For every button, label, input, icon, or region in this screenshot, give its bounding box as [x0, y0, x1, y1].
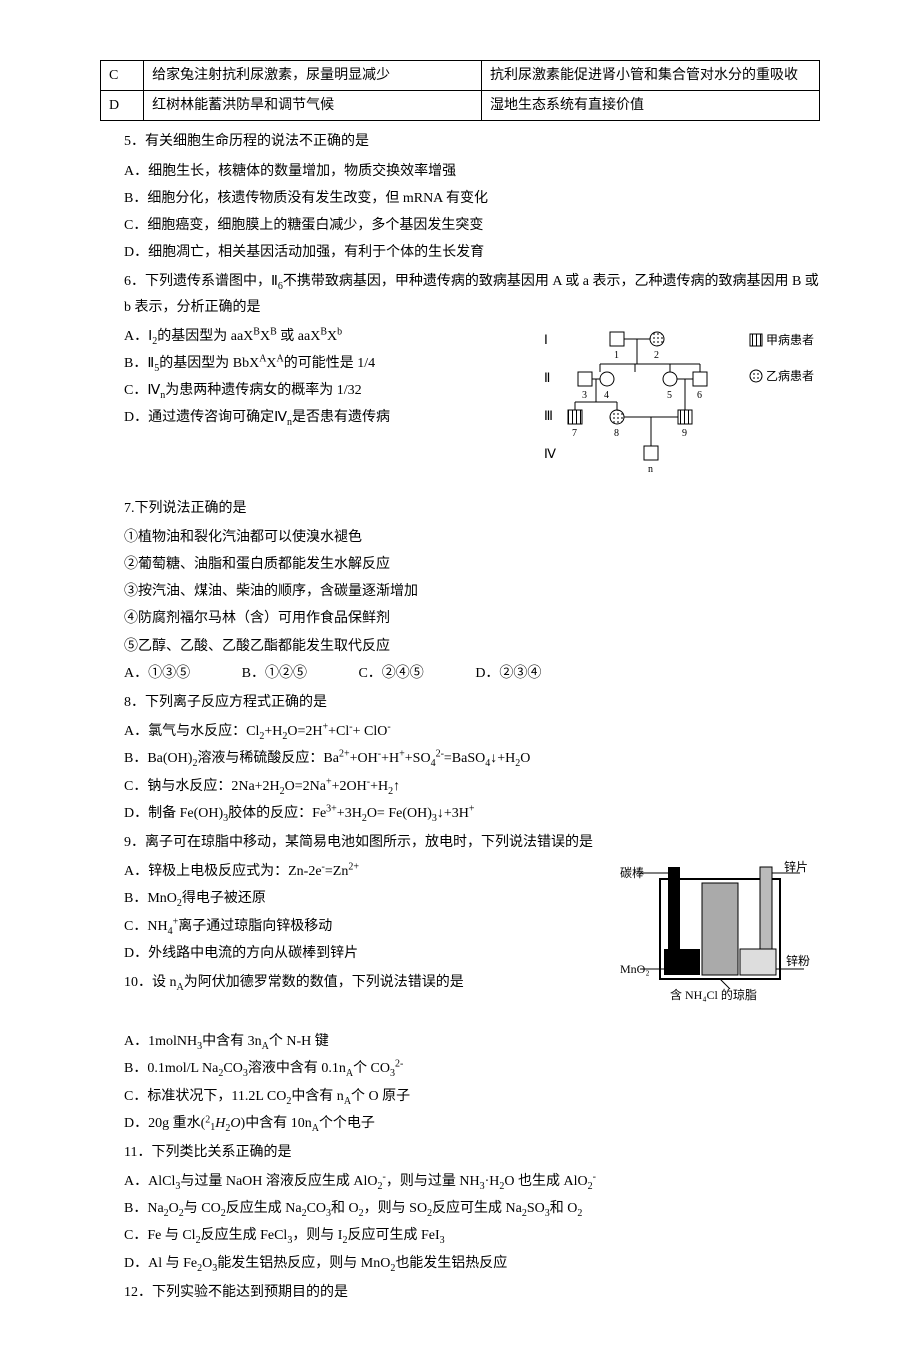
- q11-opt-b: B．Na2O2与 CO2反应生成 Na2CO3和 O2，则与 SO2反应可生成 …: [124, 1196, 820, 1221]
- cell: C: [101, 61, 144, 91]
- q5-stem: 5．有关细胞生命历程的说法不正确的是: [124, 129, 820, 154]
- cell: 给家兔注射抗利尿激素，尿量明显减少: [144, 61, 482, 91]
- svg-text:5: 5: [667, 390, 672, 401]
- q8-opt-a: A．氯气与水反应：Cl2+H2O=2H++Cl-+ ClO-: [124, 719, 820, 744]
- svg-text:2: 2: [654, 350, 659, 361]
- cell: 湿地生态系统有直接价值: [482, 91, 820, 121]
- q5-opt-d: D．细胞凋亡，相关基因活动加强，有利于个体的生长发育: [124, 240, 820, 265]
- svg-text:锌片: 锌片: [784, 860, 808, 874]
- pedigree-figure: Ⅰ Ⅱ Ⅲ Ⅳ 1 2 3 4 5 6 7 8: [540, 324, 820, 484]
- table-row: D 红树林能蓄洪防旱和调节气候 湿地生态系统有直接价值: [101, 91, 820, 121]
- svg-text:1: 1: [614, 350, 619, 361]
- svg-text:锌粉: 锌粉: [786, 954, 810, 968]
- pedigree-svg: Ⅰ Ⅱ Ⅲ Ⅳ 1 2 3 4 5 6 7 8: [540, 324, 820, 484]
- q11-opt-a: A．AlCl3与过量 NaOH 溶液反应生成 AlO2-，则与过量 NH3·H2…: [124, 1169, 820, 1194]
- q5-opt-c: C．细胞癌变，细胞膜上的糖蛋白减少，多个基因发生突变: [124, 213, 820, 238]
- svg-text:Ⅳ: Ⅳ: [544, 446, 556, 461]
- svg-text:MnO₂: MnO₂: [620, 962, 650, 976]
- q7-item-4: ④防腐剂福尔马林（含）可用作食品保鲜剂: [124, 606, 820, 631]
- svg-text:Ⅰ: Ⅰ: [544, 332, 548, 347]
- table-row: C 给家兔注射抗利尿激素，尿量明显减少 抗利尿激素能促进肾小管和集合管对水分的重…: [101, 61, 820, 91]
- cell-diagram: 碳棒 锌片 MnO₂ 锌粉 含 NH₄Cl 的琼脂: [620, 859, 820, 1019]
- q7-item-2: ②葡萄糖、油脂和蛋白质都能发生水解反应: [124, 552, 820, 577]
- q11-stem: 11．下列类比关系正确的是: [124, 1140, 820, 1165]
- svg-text:碳棒: 碳棒: [620, 866, 644, 880]
- q8-opt-d: D．制备 Fe(OH)3胶体的反应：Fe3++3H2O= Fe(OH)3↓+3H…: [124, 801, 820, 826]
- table-top: C 给家兔注射抗利尿激素，尿量明显减少 抗利尿激素能促进肾小管和集合管对水分的重…: [100, 60, 820, 121]
- svg-text:Ⅱ: Ⅱ: [544, 370, 550, 385]
- q9-stem: 9．离子可在琼脂中移动，某简易电池如图所示，放电时，下列说法错误的是: [124, 830, 820, 855]
- svg-text:6: 6: [697, 390, 702, 401]
- q7-stem: 7.下列说法正确的是: [124, 496, 820, 521]
- cell-svg: 碳棒 锌片 MnO₂ 锌粉 含 NH₄Cl 的琼脂: [620, 859, 820, 1019]
- q11-opt-c: C．Fe 与 Cl2反应生成 FeCl3，则与 I2反应可生成 FeI3: [124, 1223, 820, 1248]
- svg-text:含 NH₄Cl 的琼脂: 含 NH₄Cl 的琼脂: [670, 987, 757, 1002]
- q7-item-1: ①植物油和裂化汽油都可以使溴水褪色: [124, 525, 820, 550]
- svg-text:7: 7: [572, 428, 577, 439]
- svg-text:4: 4: [604, 390, 609, 401]
- q12-stem: 12．下列实验不能达到预期目的的是: [124, 1280, 820, 1305]
- q10-opt-d: D．20g 重水(21H2O)中含有 10nA个个电子: [124, 1111, 820, 1136]
- q8-stem: 8．下列离子反应方程式正确的是: [124, 690, 820, 715]
- cell: 抗利尿激素能促进肾小管和集合管对水分的重吸收: [482, 61, 820, 91]
- svg-text:8: 8: [614, 428, 619, 439]
- cell: 红树林能蓄洪防旱和调节气候: [144, 91, 482, 121]
- q10-opt-b: B．0.1mol/L Na2CO3溶液中含有 0.1nA个 CO32-: [124, 1056, 820, 1081]
- svg-text:9: 9: [682, 428, 687, 439]
- cell: D: [101, 91, 144, 121]
- q6-stem: 6．下列遗传系谱图中，Ⅱ6不携带致病基因，甲种遗传病的致病基因用 A 或 a 表…: [124, 269, 820, 319]
- q7-item-3: ③按汽油、煤油、柴油的顺序，含碳量逐渐增加: [124, 579, 820, 604]
- q7-options: A．①③⑤ B．①②⑤ C．②④⑤ D．②③④: [124, 661, 820, 686]
- svg-text:3: 3: [582, 390, 587, 401]
- svg-text:甲病患者: 甲病患者: [766, 332, 814, 347]
- q8-opt-c: C．钠与水反应：2Na+2H2O=2Na++2OH-+H2↑: [124, 774, 820, 799]
- svg-text:乙病患者: 乙病患者: [766, 368, 814, 383]
- q10-opt-a: A．1molNH3中含有 3nA个 N-H 键: [124, 1029, 820, 1054]
- q5-opt-a: A．细胞生长，核糖体的数量增加，物质交换效率增强: [124, 159, 820, 184]
- q7-item-5: ⑤乙醇、乙酸、乙酸乙酯都能发生取代反应: [124, 634, 820, 659]
- q8-opt-b: B．Ba(OH)2溶液与稀硫酸反应：Ba2++OH-+H++SO42-=BaSO…: [124, 746, 820, 771]
- q5-opt-b: B．细胞分化，核遗传物质没有发生改变，但 mRNA 有变化: [124, 186, 820, 211]
- svg-text:Ⅲ: Ⅲ: [544, 408, 553, 423]
- q11-opt-d: D．Al 与 Fe2O3能发生铝热反应，则与 MnO2也能发生铝热反应: [124, 1251, 820, 1276]
- svg-text:n: n: [648, 464, 653, 475]
- q10-opt-c: C．标准状况下，11.2L CO2中含有 nA个 O 原子: [124, 1084, 820, 1109]
